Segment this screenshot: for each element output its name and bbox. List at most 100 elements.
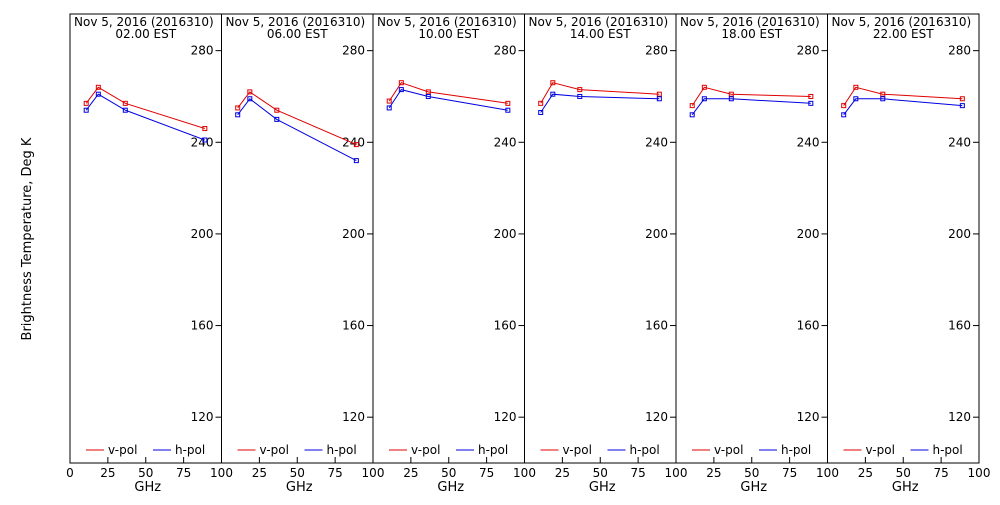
data-point-hpol-5-2 — [701, 96, 707, 102]
x-tick-label-6-50: 50 — [896, 466, 911, 480]
data-point-vpol-5-2 — [701, 84, 707, 90]
data-point-vpol-3-3 — [425, 89, 431, 95]
x-tick-label-5-75: 75 — [782, 466, 797, 480]
y-tick-label-4-120: 120 — [645, 410, 668, 424]
x-tick-label-1-50: 50 — [138, 466, 153, 480]
y-tick-label-3-160: 160 — [494, 319, 517, 333]
x-tick-label-1-75: 75 — [176, 466, 191, 480]
data-point-hpol-4-4 — [656, 96, 662, 102]
legend-label-hpol-3: h-pol — [478, 443, 508, 457]
legend-label-vpol-1: v-pol — [108, 443, 137, 457]
data-point-hpol-2-1 — [235, 112, 241, 118]
x-tick-label-2-50: 50 — [290, 466, 305, 480]
panel-title-2: Nov 5, 2016 (2016310) — [226, 15, 366, 29]
data-point-vpol-3-1 — [386, 98, 392, 104]
data-point-vpol-6-4 — [959, 96, 965, 102]
y-tick-label-6-280: 280 — [948, 44, 971, 58]
series-line-hpol-3 — [388, 89, 508, 111]
data-point-hpol-4-1 — [538, 110, 544, 116]
x-tick-label-2-100: 100 — [362, 466, 385, 480]
x-tick-label-4-25: 25 — [555, 466, 570, 480]
x-axis-label-4: GHz — [589, 480, 616, 495]
series-line-vpol-4 — [540, 82, 660, 104]
x-axis-label-1: GHz — [134, 480, 161, 495]
data-point-hpol-1-2 — [95, 91, 101, 97]
x-tick-label-1-100: 100 — [210, 466, 233, 480]
data-point-hpol-4-3 — [577, 93, 583, 99]
data-point-hpol-3-2 — [398, 87, 404, 93]
panel-subtitle-3: 10.00 EST — [418, 27, 479, 41]
x-tick-label-4-50: 50 — [593, 466, 608, 480]
data-point-vpol-6-3 — [880, 91, 886, 97]
data-point-vpol-1-1 — [83, 100, 89, 106]
y-tick-label-4-200: 200 — [645, 227, 668, 241]
series-line-hpol-4 — [540, 93, 660, 113]
x-tick-label-5-50: 50 — [744, 466, 759, 480]
y-tick-label-5-160: 160 — [797, 319, 820, 333]
x-tick-label-4-75: 75 — [630, 466, 645, 480]
x-axis-label-5: GHz — [740, 480, 767, 495]
x-tick-label-3-75: 75 — [479, 466, 494, 480]
x-axis-label-6: GHz — [892, 480, 919, 495]
y-tick-label-2-280: 280 — [342, 44, 365, 58]
data-point-hpol-3-3 — [425, 93, 431, 99]
data-point-vpol-3-4 — [505, 100, 511, 106]
y-tick-label-3-200: 200 — [494, 227, 517, 241]
x-tick-label-1-25: 25 — [100, 466, 115, 480]
panel-subtitle-6: 22.00 EST — [873, 27, 934, 41]
y-tick-label-6-200: 200 — [948, 227, 971, 241]
data-point-vpol-5-1 — [689, 103, 695, 109]
x-axis-label-3: GHz — [437, 480, 464, 495]
data-point-vpol-1-4 — [202, 126, 208, 132]
data-point-hpol-5-1 — [689, 112, 695, 118]
data-point-vpol-5-3 — [728, 91, 734, 97]
legend-label-hpol-6: h-pol — [933, 443, 963, 457]
y-tick-label-3-240: 240 — [494, 135, 517, 149]
panel-title-6: Nov 5, 2016 (2016310) — [832, 15, 972, 29]
data-point-hpol-2-4 — [353, 158, 359, 164]
legend-label-vpol-2: v-pol — [260, 443, 289, 457]
data-point-hpol-1-4 — [202, 137, 208, 143]
series-line-vpol-3 — [388, 82, 508, 104]
series-line-hpol-2 — [237, 98, 357, 162]
panel-title-4: Nov 5, 2016 (2016310) — [529, 15, 669, 29]
panel-subtitle-2: 06.00 EST — [267, 27, 328, 41]
data-point-vpol-6-1 — [841, 103, 847, 109]
legend-label-vpol-3: v-pol — [411, 443, 440, 457]
x-tick-label-6-100: 100 — [968, 466, 991, 480]
legend-label-vpol-6: v-pol — [866, 443, 895, 457]
legend-label-hpol-2: h-pol — [327, 443, 357, 457]
y-tick-label-2-160: 160 — [342, 319, 365, 333]
x-tick-label-6-25: 25 — [858, 466, 873, 480]
x-tick-label-2-25: 25 — [252, 466, 267, 480]
data-point-hpol-2-2 — [247, 96, 253, 102]
data-point-hpol-6-4 — [959, 103, 965, 109]
series-line-hpol-1 — [85, 93, 205, 141]
x-tick-label-5-100: 100 — [816, 466, 839, 480]
series-line-hpol-5 — [691, 98, 811, 116]
x-tick-label-2-75: 75 — [327, 466, 342, 480]
panel-subtitle-5: 18.00 EST — [721, 27, 782, 41]
data-point-hpol-2-3 — [274, 116, 280, 122]
panel-title-3: Nov 5, 2016 (2016310) — [377, 15, 517, 29]
y-tick-label-1-240: 240 — [191, 135, 214, 149]
y-tick-label-4-160: 160 — [645, 319, 668, 333]
y-tick-label-1-200: 200 — [191, 227, 214, 241]
series-line-vpol-1 — [85, 86, 205, 129]
series-line-vpol-6 — [843, 86, 963, 106]
x-tick-label-5-25: 25 — [706, 466, 721, 480]
data-point-vpol-2-1 — [235, 105, 241, 111]
panel-title-1: Nov 5, 2016 (2016310) — [74, 15, 214, 29]
data-point-vpol-2-4 — [353, 142, 359, 148]
x-axis-label-2: GHz — [286, 480, 313, 495]
y-tick-label-5-120: 120 — [797, 410, 820, 424]
x-tick-label-1-0: 0 — [66, 466, 74, 480]
data-point-vpol-4-3 — [577, 87, 583, 93]
y-tick-label-3-280: 280 — [494, 44, 517, 58]
x-tick-label-3-50: 50 — [441, 466, 456, 480]
y-tick-label-4-240: 240 — [645, 135, 668, 149]
y-tick-label-2-240: 240 — [342, 135, 365, 149]
data-point-hpol-6-3 — [880, 96, 886, 102]
